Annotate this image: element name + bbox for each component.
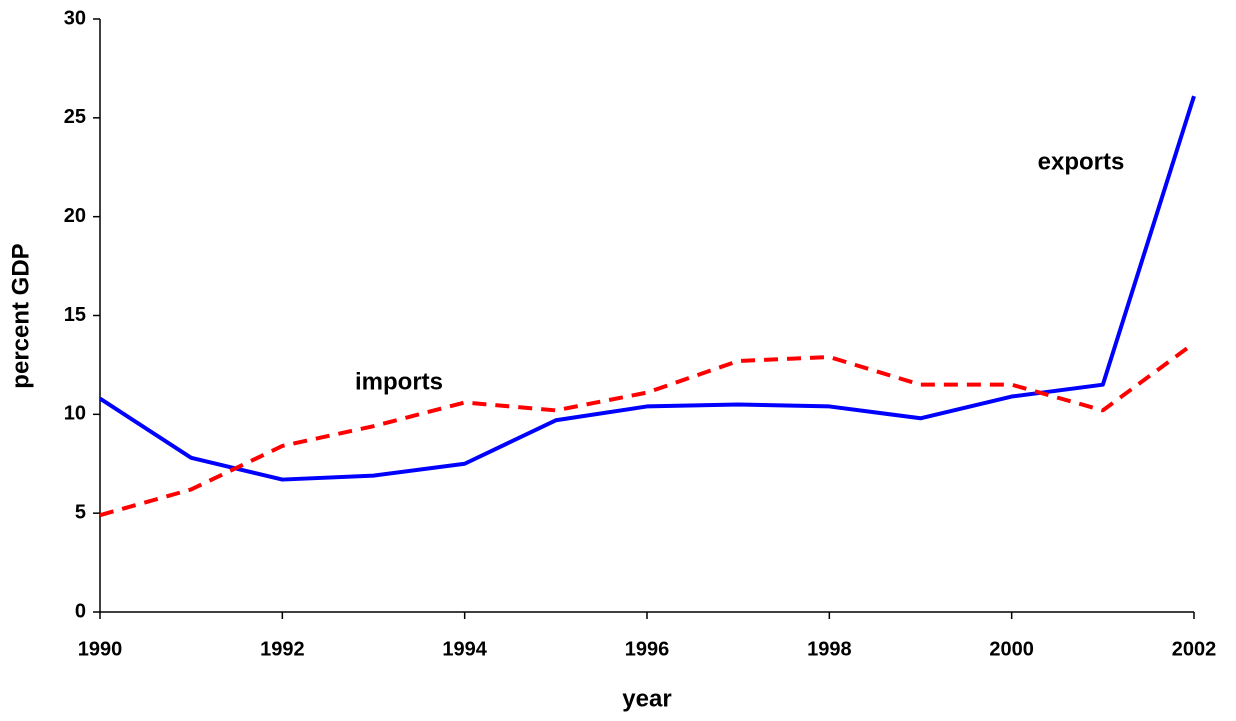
y-tick-label: 10 [64,403,86,425]
x-tick-label: 1996 [625,638,670,660]
x-tick-label: 2002 [1172,638,1217,660]
y-tick-label: 15 [64,304,86,326]
y-axis-label: percent GDP [7,243,34,388]
series-line [98,95,1196,482]
x-tick-label: 1994 [442,638,487,660]
y-tick-label: 0 [75,600,86,622]
y-tick-label: 25 [64,106,86,128]
series-label: imports [355,368,443,395]
x-tick-label: 1998 [807,638,852,660]
x-tick-label: 1990 [78,638,123,660]
series-line [99,341,1196,518]
y-tick-label: 20 [64,205,86,227]
x-axis-label: year [622,685,671,712]
series-label: exports [1038,148,1125,175]
y-tick-label: 30 [64,7,86,29]
x-tick-label: 2000 [989,638,1034,660]
y-tick-label: 5 [75,501,86,523]
x-tick-label: 1992 [260,638,305,660]
